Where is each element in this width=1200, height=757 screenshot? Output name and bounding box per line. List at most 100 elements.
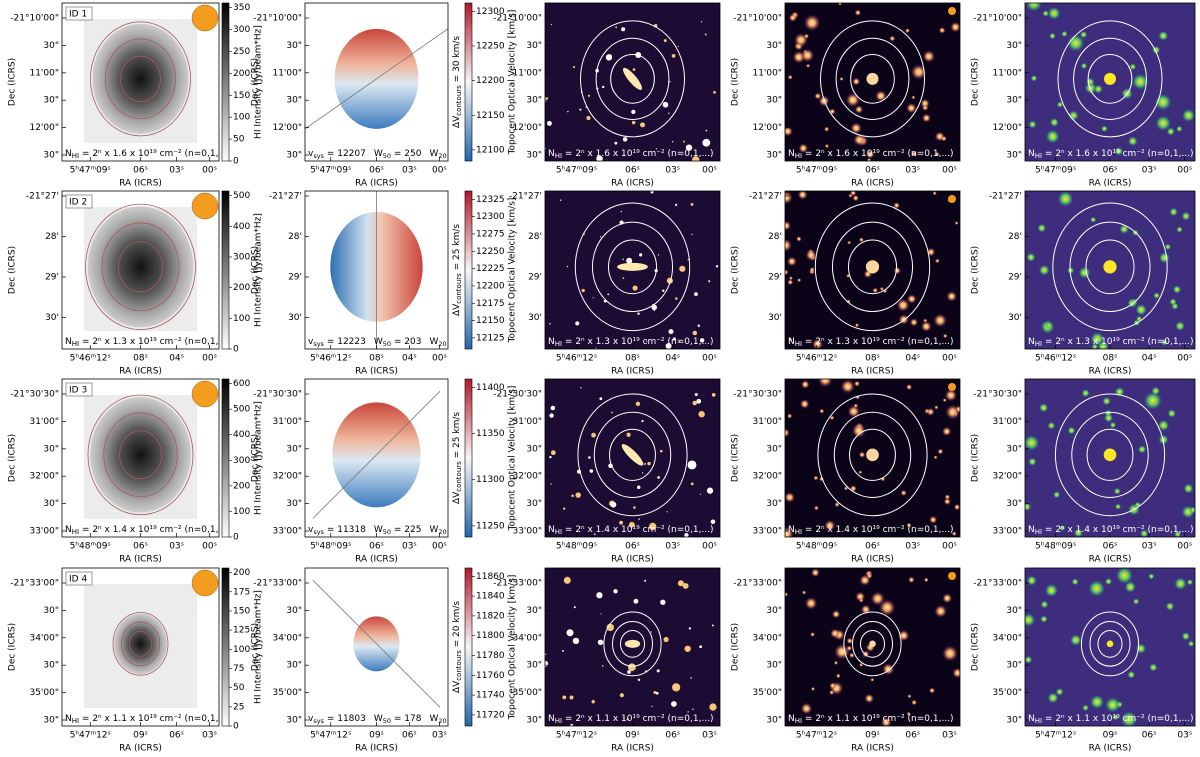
dec-tick-label: 30" xyxy=(526,151,542,161)
source xyxy=(1132,598,1140,605)
star xyxy=(622,137,628,142)
star xyxy=(611,411,613,414)
dec-tick-label: 11'00" xyxy=(992,68,1022,78)
ra-tick-label: 5ʰ47ᵐ09ˢ xyxy=(556,166,597,176)
symbol: N xyxy=(65,337,72,347)
star xyxy=(683,140,686,143)
source xyxy=(810,686,816,692)
dec-axis-label: Dec (ICRS) xyxy=(8,58,18,106)
contour xyxy=(859,629,886,658)
colorbar-tick-label: 75 xyxy=(233,664,244,674)
ra-tick-label: 00ˢ xyxy=(702,542,717,552)
source xyxy=(1153,292,1160,299)
colorbar-tick-label: 12225 xyxy=(476,264,505,274)
dec-tick-label: 33'00" xyxy=(512,527,542,537)
source xyxy=(1097,341,1109,349)
ra-tick-label: 09ˢ xyxy=(865,731,880,741)
symbol: N xyxy=(1028,525,1035,535)
contour xyxy=(90,21,191,137)
ra-tick-label: 5ʰ46ᵐ12ˢ xyxy=(1035,354,1076,364)
source xyxy=(1176,226,1183,233)
ra-axis-label: RA (ICRS) xyxy=(1089,367,1132,377)
source xyxy=(1038,264,1050,276)
contour xyxy=(851,621,894,667)
dec-tick-label: 30" xyxy=(766,444,782,454)
source xyxy=(838,3,843,6)
star xyxy=(619,520,624,525)
source xyxy=(851,423,866,438)
dec-tick-label: 35'00" xyxy=(992,688,1022,698)
dec-tick-label: 30" xyxy=(286,444,302,454)
dec-tick-label: 11'00" xyxy=(272,68,302,78)
star xyxy=(596,155,603,161)
hi-blob xyxy=(92,23,189,134)
text: = 12223 xyxy=(324,337,366,347)
source xyxy=(852,77,861,86)
source xyxy=(798,143,809,154)
ra-tick-label: 06ˢ xyxy=(133,542,148,552)
source xyxy=(920,98,930,109)
subscript: 50 xyxy=(383,152,391,160)
source xyxy=(896,298,910,312)
source xyxy=(1045,322,1053,330)
ra-tick-label: 03ˢ xyxy=(402,542,417,552)
ra-tick-label: 5ʰ47ᵐ09ˢ xyxy=(310,166,351,176)
ra-tick-label: 09ˢ xyxy=(625,731,640,741)
dec-axis-label: Dec (ICRS) xyxy=(731,434,741,482)
ra-axis-label: RA (ICRS) xyxy=(119,555,162,565)
text: = 2ⁿ x 1.6 x 10¹⁹ cm⁻² (n=0,1,...) xyxy=(79,149,230,159)
source xyxy=(796,236,802,242)
source xyxy=(909,318,919,327)
star xyxy=(567,110,569,113)
image: NHI = 2ⁿ x 1.1 x 10¹⁹ cm⁻² (n=0,1,...) xyxy=(545,568,720,726)
ra-tick-label: 00ˢ xyxy=(942,542,957,552)
source xyxy=(1129,63,1137,71)
ra-tick-label: 06ˢ xyxy=(402,731,417,741)
source xyxy=(934,151,940,157)
colorbar-tick-label: 12175 xyxy=(476,299,505,309)
star xyxy=(666,511,668,513)
colorbar-tick-label: 150 xyxy=(233,606,250,616)
symbol: N xyxy=(548,337,555,347)
source xyxy=(938,26,946,34)
colorbar-tick-label: 11250 xyxy=(476,521,505,531)
source xyxy=(1169,207,1178,217)
source xyxy=(785,220,792,231)
symbol: v xyxy=(308,337,314,347)
source xyxy=(900,489,907,497)
colorbar-tick-label: 125 xyxy=(233,626,250,636)
star xyxy=(662,289,665,292)
subscript: 50 xyxy=(383,717,391,725)
symbol: ΔV xyxy=(452,303,462,316)
galaxy xyxy=(1103,448,1117,462)
image: NHI = 2ⁿ x 1.1 x 10¹⁹ cm⁻² (n=0,1,...) xyxy=(1025,568,1195,726)
text: = 11318 xyxy=(324,525,366,535)
colorbar-tick-label: 250 xyxy=(233,47,250,57)
source xyxy=(833,660,839,665)
image: NHI = 2ⁿ x 1.4 x 10¹⁹ cm⁻² (n=0,1,...) xyxy=(545,379,720,537)
symbol: N xyxy=(1028,337,1035,347)
beam xyxy=(191,192,219,220)
colorbar-tick-label: 100 xyxy=(233,113,250,123)
dec-tick-label: 29' xyxy=(768,273,782,283)
star xyxy=(549,455,552,459)
contour xyxy=(129,630,152,657)
source xyxy=(940,135,947,142)
source xyxy=(1182,109,1195,122)
dec-tick-label: 30" xyxy=(766,661,782,671)
text: = 2ⁿ x 1.6 x 10¹⁹ cm⁻² (n=0,1,...) xyxy=(802,149,953,159)
colorbar-tick-label: 300 xyxy=(233,25,250,35)
dec-tick-label: 35'00" xyxy=(29,688,59,698)
source xyxy=(1121,711,1138,726)
contour xyxy=(119,430,162,480)
ra-tick-label: 06ˢ xyxy=(369,542,384,552)
star xyxy=(692,708,694,711)
source xyxy=(1183,483,1194,494)
colorbar-tick-label: 350 xyxy=(233,3,250,13)
ra-tick-label: 06ˢ xyxy=(905,731,920,741)
colorbar-tick-label: 11720 xyxy=(476,710,505,720)
source xyxy=(1102,396,1111,406)
colorbar-tick-label: 100 xyxy=(233,314,250,324)
id-box xyxy=(65,194,93,209)
panel: vsys = 11318 W50 = 225 W20 = 281 km/s-21°3… xyxy=(251,378,518,565)
